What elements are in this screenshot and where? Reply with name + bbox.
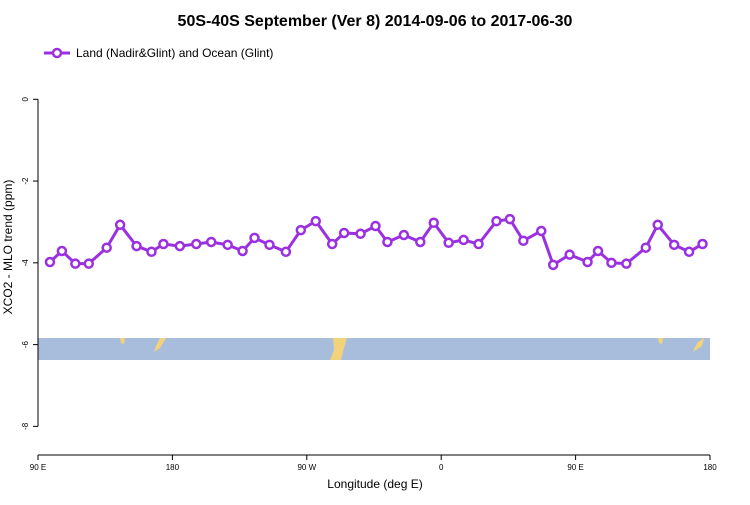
x-tick-label: 90 W: [297, 463, 316, 472]
y-tick-label: -2: [21, 177, 30, 185]
point: [205, 236, 217, 248]
point: [70, 258, 81, 269]
point: [415, 236, 426, 248]
x-tick-label: 0: [439, 463, 444, 472]
point: [295, 224, 307, 236]
point: [158, 238, 169, 250]
legend-label: Land (Nadir&Glint) and Ocean (Glint): [76, 46, 273, 60]
point: [652, 219, 663, 231]
point: [191, 238, 202, 250]
point: [458, 234, 469, 246]
legend-marker: [51, 47, 63, 59]
point: [249, 232, 260, 244]
point: [683, 246, 695, 258]
point: [56, 245, 68, 257]
point: [428, 217, 439, 229]
point: [44, 256, 56, 268]
point: [536, 225, 547, 237]
point: [697, 238, 708, 250]
point: [222, 239, 233, 251]
point: [83, 258, 95, 269]
point: [237, 245, 248, 257]
point: [582, 256, 593, 268]
point: [355, 228, 366, 240]
y-axis-label: XCO2 - MLO trend (ppm): [1, 180, 15, 315]
point: [564, 249, 575, 260]
y-tick-label: 0: [21, 97, 30, 102]
point: [264, 239, 275, 251]
point: [443, 237, 454, 249]
point: [606, 257, 617, 269]
x-tick-label: 180: [703, 463, 717, 472]
chart-title: 50S-40S September (Ver 8) 2014-09-06 to …: [178, 13, 573, 30]
point: [280, 246, 292, 258]
point: [491, 215, 502, 227]
point: [326, 238, 338, 250]
point: [504, 213, 516, 225]
point: [398, 229, 410, 241]
point: [101, 242, 112, 253]
point: [146, 246, 157, 258]
x-tick-label: 180: [166, 463, 180, 472]
y-tick-label: -6: [21, 341, 30, 349]
point: [592, 245, 604, 257]
y-tick-label: -4: [21, 259, 30, 267]
point: [370, 220, 381, 232]
point: [668, 239, 680, 251]
point: [640, 242, 652, 253]
point: [338, 227, 350, 239]
point: [131, 240, 142, 252]
point: [473, 238, 484, 250]
x-tick-label: 90 E: [567, 463, 583, 472]
point: [174, 240, 186, 252]
point: [382, 236, 393, 248]
point: [518, 235, 529, 247]
point: [310, 215, 322, 227]
point: [547, 259, 559, 271]
point: [621, 258, 632, 269]
point: [114, 219, 126, 231]
y-tick-label: -8: [21, 422, 30, 430]
map-strip: [38, 338, 710, 360]
x-axis-label: Longitude (deg E): [327, 477, 422, 491]
x-tick-label: 90 E: [30, 463, 46, 472]
